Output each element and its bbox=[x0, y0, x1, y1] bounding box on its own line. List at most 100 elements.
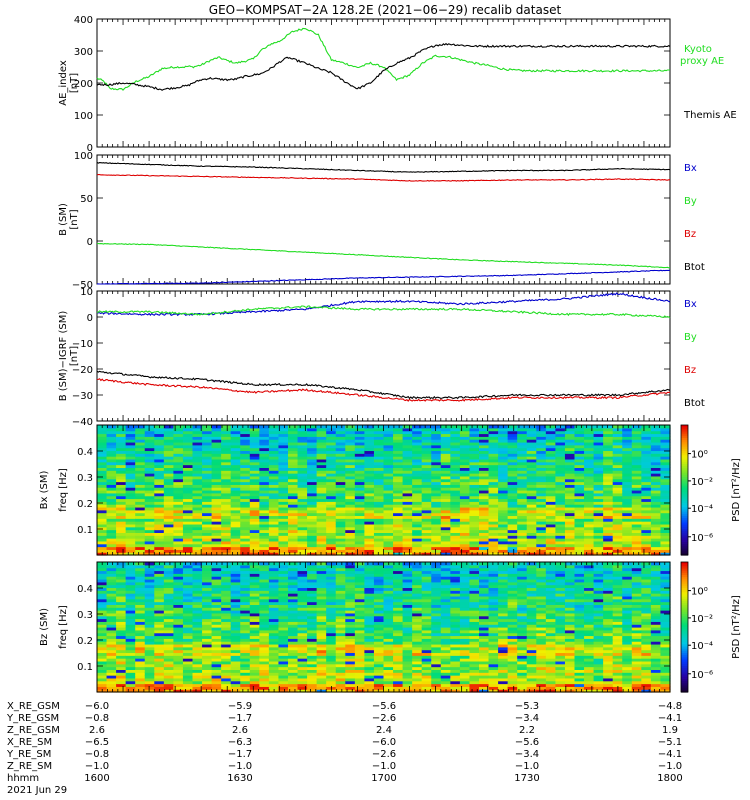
spectrogram-cell bbox=[163, 638, 174, 642]
spectrogram-cell bbox=[259, 523, 270, 528]
spectrogram-cell bbox=[507, 515, 518, 519]
spectrogram-cell bbox=[440, 535, 451, 539]
spectrogram-cell bbox=[221, 538, 232, 542]
spectrogram-cell bbox=[278, 666, 289, 670]
spectrogram-cell bbox=[106, 492, 117, 497]
spectrogram-cell bbox=[545, 509, 556, 514]
spectrogram-cell bbox=[230, 663, 241, 668]
spectrogram-cell bbox=[116, 518, 127, 522]
spectrogram-cell bbox=[182, 675, 194, 679]
spectrogram-cell bbox=[211, 430, 222, 435]
spectrogram-cell bbox=[517, 490, 528, 494]
spectrogram-cell bbox=[498, 518, 509, 522]
spectrogram-cell bbox=[555, 538, 566, 542]
spectrogram-cell bbox=[135, 638, 146, 642]
spectrogram-cell bbox=[192, 578, 203, 583]
spectrogram-cell bbox=[316, 643, 327, 648]
spectrogram-cell bbox=[421, 461, 432, 466]
spectrogram-cell bbox=[144, 683, 155, 687]
colorbar-segment bbox=[681, 485, 688, 489]
spectrogram-cell bbox=[383, 512, 394, 517]
spectrogram-cell bbox=[249, 610, 260, 614]
spectrogram-cell bbox=[163, 598, 174, 603]
spectrogram-cell bbox=[354, 425, 365, 429]
spectrogram-cell bbox=[97, 538, 108, 542]
y-tick-label: −20 bbox=[72, 365, 93, 376]
spectrogram-cell bbox=[154, 686, 165, 690]
spectrogram-cell bbox=[135, 464, 146, 468]
spectrogram-cell bbox=[135, 521, 146, 525]
spectrogram-cell bbox=[249, 453, 260, 457]
spectrogram-cell bbox=[230, 686, 241, 690]
spectrogram-cell bbox=[163, 643, 174, 648]
spectrogram-cell bbox=[307, 643, 318, 648]
spectrogram-cell bbox=[526, 425, 537, 429]
spectrogram-cell bbox=[326, 604, 337, 608]
spectrogram-cell bbox=[326, 458, 337, 463]
spectrogram-cell bbox=[326, 593, 337, 597]
spectrogram-cell bbox=[116, 498, 127, 502]
spectrogram-cell bbox=[182, 660, 194, 665]
spectrogram-cell bbox=[459, 458, 471, 463]
spectrogram-cell bbox=[230, 646, 241, 651]
spectrogram-cell bbox=[536, 515, 547, 519]
spectrogram-cell bbox=[603, 433, 614, 437]
spectrogram-cell bbox=[326, 610, 337, 614]
spectrogram-cell bbox=[641, 453, 652, 457]
spectrogram-cell bbox=[316, 567, 327, 572]
spectrogram-cell bbox=[288, 646, 299, 651]
spectrogram-cell bbox=[574, 512, 585, 517]
spectrogram-cell bbox=[584, 481, 595, 485]
y-axis-sublabel: freq [Hz] bbox=[58, 468, 69, 512]
spectrogram-cell bbox=[249, 649, 260, 654]
spectrogram-cell bbox=[163, 464, 174, 468]
spectrogram-cell bbox=[459, 509, 471, 514]
spectrogram-cell bbox=[660, 447, 671, 452]
spectrogram-cell bbox=[431, 506, 442, 511]
spectrogram-cell bbox=[182, 641, 194, 645]
y-tick-label: 50 bbox=[80, 194, 93, 205]
spectrogram-cell bbox=[354, 501, 365, 505]
spectrogram-cell bbox=[116, 481, 127, 485]
spectrogram-cell bbox=[240, 427, 251, 432]
spectrogram-cell bbox=[440, 515, 451, 519]
spectrogram-cell bbox=[440, 456, 451, 460]
spectrogram-cell bbox=[421, 504, 432, 508]
spectrogram-cell bbox=[555, 461, 566, 466]
spectrogram-cell bbox=[622, 484, 633, 488]
spectrogram-cell bbox=[144, 543, 155, 548]
spectrogram-cell bbox=[307, 612, 318, 617]
colorbar-segment bbox=[681, 524, 688, 528]
spectrogram-cell bbox=[440, 478, 451, 483]
spectrogram-cell bbox=[259, 425, 270, 429]
spectrogram-cell bbox=[144, 689, 155, 693]
spectrogram-cell bbox=[221, 663, 232, 668]
spectrogram-cell bbox=[498, 450, 509, 454]
spectrogram-cell bbox=[545, 425, 556, 429]
spectrogram-cell bbox=[459, 436, 471, 440]
spectrogram-cell bbox=[278, 433, 289, 437]
colorbar-segment bbox=[681, 546, 688, 550]
spectrogram-cell bbox=[335, 495, 346, 500]
spectrogram-cell bbox=[211, 461, 222, 466]
spectrogram-cell bbox=[97, 526, 108, 531]
spectrogram-cell bbox=[249, 512, 260, 517]
spectrogram-cell bbox=[393, 487, 404, 491]
spectrogram-cell bbox=[116, 529, 127, 533]
spectrogram-cell bbox=[268, 501, 280, 505]
spectrogram-cell bbox=[278, 627, 289, 631]
spectrogram-cell bbox=[574, 549, 585, 553]
spectrogram-cell bbox=[182, 578, 194, 583]
spectrogram-cell bbox=[249, 573, 260, 577]
spectrogram-cell bbox=[182, 683, 194, 687]
spectrogram-cell bbox=[259, 433, 270, 437]
spectrogram-cell bbox=[249, 515, 260, 519]
spectrogram-cell bbox=[364, 453, 375, 457]
spectrogram-cell bbox=[182, 498, 194, 502]
spectrogram-cell bbox=[307, 490, 318, 494]
spectrogram-cell bbox=[230, 467, 241, 471]
spectrogram-cell bbox=[297, 632, 308, 637]
spectrogram-cell bbox=[564, 456, 576, 460]
spectrogram-cell bbox=[622, 506, 633, 511]
spectrogram-cell bbox=[574, 441, 585, 446]
